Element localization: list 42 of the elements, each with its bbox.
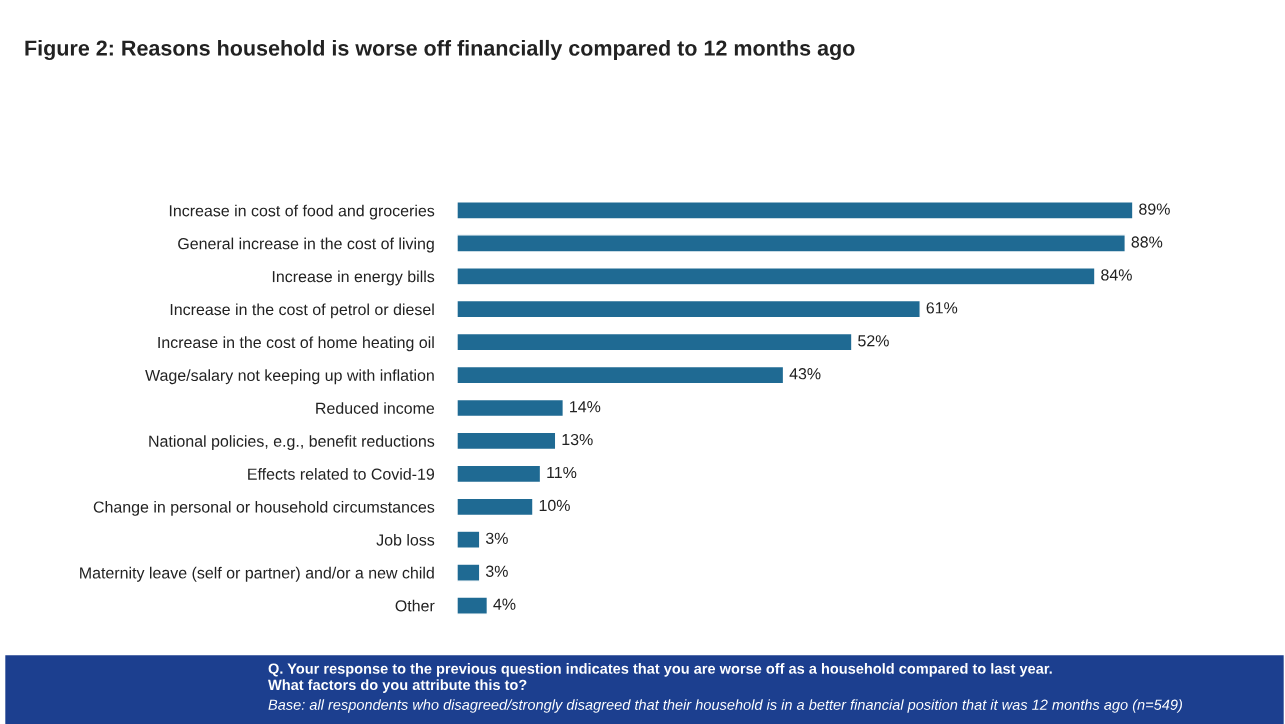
data-label: 11% xyxy=(547,466,577,479)
data-label: 89% xyxy=(1139,203,1170,215)
bar xyxy=(457,201,1134,220)
bar xyxy=(457,267,1096,286)
data-label: 13% xyxy=(562,433,593,446)
y-tick-label: Change in personal or household circumstances xyxy=(93,500,435,516)
y-tick-label: Increase in energy bills xyxy=(272,270,435,286)
y-tick-label: Increase in the cost of petrol or diesel xyxy=(170,303,434,319)
y-tick-label: Reduced income xyxy=(316,402,435,414)
text: Q. Your response to the previous question indicates that you are worse off as a household compared to last year. What factors do you attribute this to? xyxy=(268,663,1052,693)
data-label: 14% xyxy=(570,401,601,413)
bar xyxy=(457,431,557,451)
bar xyxy=(457,530,481,549)
data-label: 3% xyxy=(485,565,508,577)
y-tick-label: Increase in the cost of home heating oil xyxy=(158,336,434,352)
data-label: 43% xyxy=(789,368,821,380)
y-tick-label: Wage/salary not keeping up with inflation xyxy=(145,369,434,385)
bar xyxy=(457,464,542,484)
text: Base: all respondents who disagreed/strongly disagreed that their household is in a better financial position that it was 12 months ago (n=549) xyxy=(268,699,1182,713)
data-label: 3% xyxy=(485,532,508,544)
y-tick-label: Maternity leave (self or partner) and/or a new child xyxy=(80,566,434,582)
bar xyxy=(457,365,785,385)
data-label: 10% xyxy=(539,499,570,512)
y-tick-label: Other xyxy=(395,599,435,612)
bar xyxy=(457,398,565,418)
data-label: 52% xyxy=(858,335,889,347)
bar xyxy=(457,563,481,582)
y-tick-label: General increase in the cost of living xyxy=(178,237,434,253)
y-tick-label: Increase in cost of food and groceries xyxy=(169,204,435,220)
data-label: 88% xyxy=(1131,236,1163,248)
bar xyxy=(457,497,534,517)
data-label: 84% xyxy=(1101,269,1132,281)
bar xyxy=(457,234,1126,253)
y-tick-label: Job loss xyxy=(376,533,435,546)
data-label: 61% xyxy=(926,302,958,314)
y-tick-label: National policies, e.g., benefit reductions xyxy=(149,435,435,451)
chart-title: Figure 2: Reasons household is worse off financially compared to 12 months ago xyxy=(25,39,855,61)
y-tick-label: Effects related to Covid-19 xyxy=(248,468,435,480)
bar xyxy=(457,332,853,352)
bar xyxy=(457,299,921,319)
bar xyxy=(457,596,489,615)
data-label: 4% xyxy=(493,598,516,610)
